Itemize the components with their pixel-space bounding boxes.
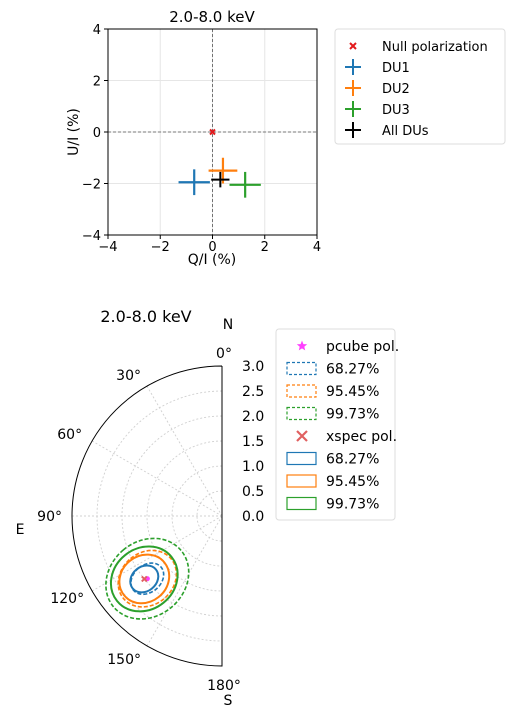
- polar-grid-spoke: [146, 515, 223, 647]
- legend-label: All DUs: [382, 124, 429, 139]
- qu-scatter-chart: 2.0-8.0 keV −4 −2 0 2 4 −4 −2 0 2 4 Q/I (%) U/I …: [66, 8, 506, 268]
- polar-grid-circle: [146, 440, 223, 592]
- qu-x-tick-label: 4: [313, 240, 321, 255]
- south-label: S: [224, 693, 233, 709]
- polar-radial-label: 0.5: [242, 484, 264, 500]
- legend-label: 99.73%: [326, 497, 379, 513]
- qu-x-tick-label: −4: [98, 240, 117, 255]
- qu-x-tick-label: −2: [151, 240, 170, 255]
- polar-radial-label: 2.0: [242, 409, 264, 425]
- north-label: N: [223, 317, 233, 333]
- legend-label: 68.27%: [326, 452, 379, 468]
- legend-label: pcube pol.: [326, 339, 399, 355]
- legend-label: 68.27%: [326, 362, 379, 378]
- qu-y-tick-label: −2: [82, 178, 101, 193]
- legend-solid-box: [286, 496, 317, 511]
- polar-legend-frame: [275, 328, 396, 521]
- polar-chart-title: 2.0-8.0 keV: [100, 307, 191, 326]
- legend-label: DU1: [382, 61, 410, 76]
- legend-dashed-box: [286, 384, 317, 398]
- polar-angle-label: 120°: [50, 591, 84, 607]
- polar-chart: 2.0-8.0 keV 0° 30° 60° 90° 120° 150° 180° 3.0 2…: [16, 307, 400, 709]
- legend-label: Null polarization: [382, 40, 488, 55]
- legend-label: xspec pol.: [326, 429, 397, 445]
- qu-y-tick-label: 0: [93, 126, 101, 141]
- polar-grid-spoke: [146, 385, 223, 517]
- polar-angle-labels: 0° 30° 60° 90° 120° 150° 180°: [37, 346, 241, 694]
- polar-radial-label: 3.0: [242, 359, 264, 375]
- polar-legend: pcube pol. 68.27% 95.45% 99.73% xspec pol. 68…: [275, 328, 399, 521]
- polar-grid-spoke: [91, 440, 223, 517]
- qu-y-axis-label: U/I (%): [66, 108, 82, 156]
- polar-angle-label: 180°: [207, 678, 241, 694]
- qu-y-tick-label: 4: [93, 23, 101, 38]
- qu-y-tick-label: 2: [93, 75, 101, 90]
- polar-grid-spoke: [91, 515, 223, 592]
- polar-radial-label: 0.0: [242, 509, 264, 525]
- qu-legend: Null polarization DU1 DU2 DU3 All DUs: [334, 28, 506, 145]
- xspec-pol-marker: [141, 575, 148, 583]
- legend-star-marker: [296, 340, 308, 351]
- qu-x-tick-label: 0: [208, 240, 216, 255]
- polar-grid: [72, 385, 223, 647]
- qu-x-ticks: −4 −2 0 2 4: [98, 235, 321, 255]
- qu-chart-title: 2.0-8.0 keV: [169, 8, 255, 26]
- polar-radial-label: 1.5: [242, 434, 264, 450]
- qu-x-axis-label: Q/I (%): [188, 252, 237, 268]
- qu-x-tick-label: 2: [261, 240, 269, 255]
- polar-angle-label: 60°: [57, 427, 82, 443]
- qu-legend-frame: [334, 28, 506, 145]
- legend-label: DU2: [382, 82, 410, 97]
- qu-y-ticks: −4 −2 0 2 4: [82, 23, 108, 244]
- polar-angle-label: 30°: [116, 368, 141, 384]
- legend-x-marker: [296, 430, 308, 442]
- east-label: E: [16, 522, 25, 538]
- legend-label: 95.45%: [326, 474, 379, 490]
- qu-y-tick-label: −4: [82, 229, 101, 244]
- contour-dashed-95-45: [117, 549, 178, 608]
- polar-grid-circle: [96, 390, 223, 642]
- polar-angle-label: 150°: [107, 652, 141, 668]
- legend-label: 99.73%: [326, 407, 379, 423]
- polar-radial-label: 2.5: [242, 384, 264, 400]
- contour-solid-95-45: [118, 553, 171, 605]
- polar-angle-label: 0°: [216, 346, 232, 362]
- polar-radial-label: 1.0: [242, 459, 264, 475]
- legend-dashed-box: [286, 406, 317, 421]
- legend-solid-box: [286, 474, 317, 488]
- legend-label: DU3: [382, 103, 410, 118]
- contour-solid-68-27: [129, 564, 160, 594]
- legend-dashed-box: [286, 361, 317, 376]
- polar-points: [141, 575, 150, 583]
- contour-dashed-99-73: [105, 537, 190, 620]
- polar-outline: [71, 365, 223, 667]
- polar-radial-labels: 3.0 2.5 2.0 1.5 1.0 0.5 0.0: [242, 359, 264, 525]
- polar-contours: [105, 537, 190, 620]
- null-polarization-marker: [209, 128, 216, 136]
- legend-solid-box: [286, 451, 317, 466]
- contour-solid-99-73: [109, 545, 179, 613]
- polar-angle-label: 90°: [37, 509, 62, 525]
- legend-label: 95.45%: [326, 384, 379, 400]
- legend-marker-null: [349, 42, 357, 50]
- qu-data-points: [178, 128, 261, 198]
